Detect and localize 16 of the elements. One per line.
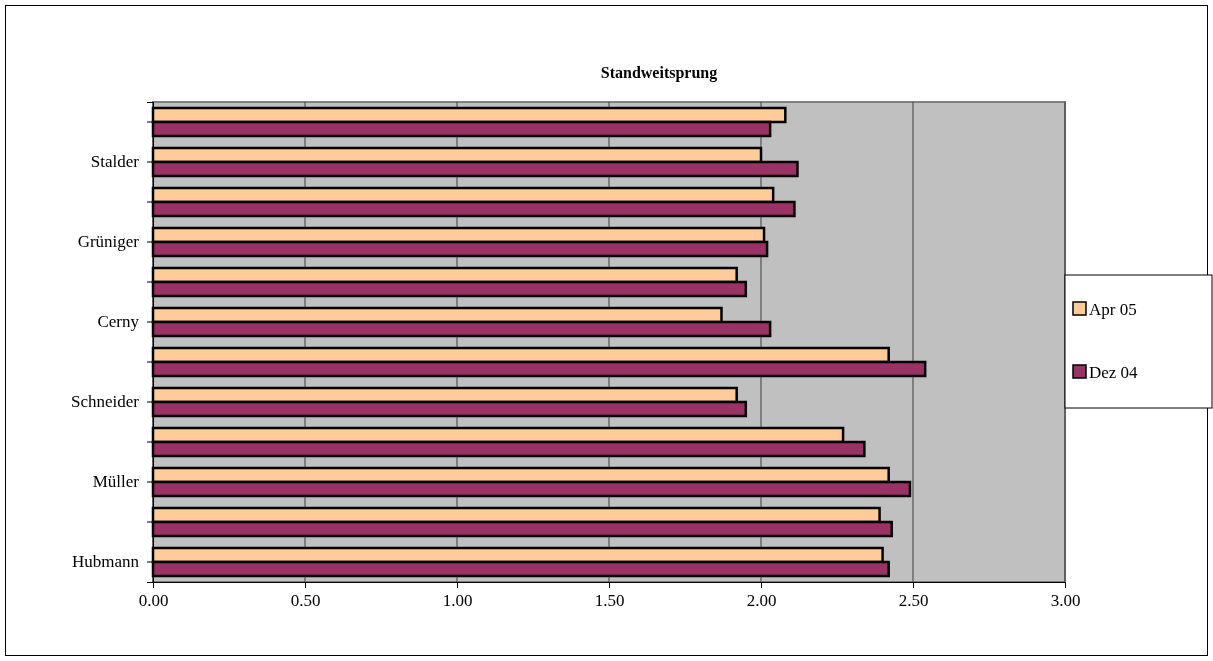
x-tick-label: 0.00	[138, 591, 169, 611]
x-tick-label: 1.50	[594, 591, 625, 611]
y-tick-label: Hubmann	[71, 552, 140, 572]
y-tick-label: Grüniger	[77, 232, 140, 252]
x-tick-label: 3.00	[1050, 591, 1081, 611]
legend-label: Apr 05	[1089, 300, 1137, 319]
x-tick-label: 2.00	[746, 591, 777, 611]
x-tick-label: 2.50	[898, 591, 929, 611]
y-tick-label: Müller	[92, 472, 140, 492]
x-tick-label: 0.50	[290, 591, 321, 611]
chart-title: Standweitsprung	[600, 64, 718, 82]
x-tick-label: 1.00	[442, 591, 473, 611]
legend-label: Dez 04	[1089, 363, 1139, 382]
y-tick-label: Cerny	[97, 312, 140, 332]
y-tick-label: Stalder	[90, 152, 140, 172]
y-tick-label: Schneider	[71, 392, 140, 412]
